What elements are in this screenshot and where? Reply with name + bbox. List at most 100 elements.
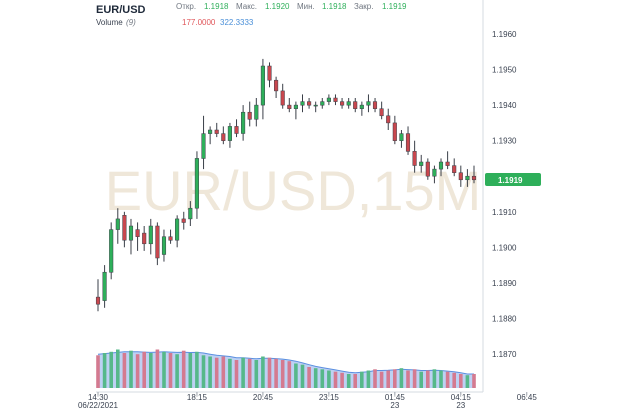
candle-body	[313, 104, 318, 107]
candle-body	[122, 215, 127, 241]
volume-ma-value: 322.3333	[220, 18, 254, 27]
time-tick-sublabel: 23	[390, 401, 399, 410]
last-price-value: 1.1919	[498, 176, 523, 185]
volume-bar	[122, 353, 127, 388]
candle-body	[399, 133, 404, 141]
candle-body	[208, 129, 213, 134]
volume-bar	[102, 353, 107, 388]
volume-bar	[313, 368, 318, 388]
volume-bar	[406, 370, 410, 388]
candle-body	[287, 104, 292, 109]
candle-body	[333, 97, 338, 102]
volume-bar	[439, 370, 443, 388]
volume-bar	[149, 353, 153, 388]
time-tick-sublabel: 23	[456, 401, 465, 410]
volume-bar	[267, 357, 272, 388]
volume-bar	[320, 369, 325, 388]
volume-bar	[168, 353, 173, 388]
price-tick-label: 1.1940	[492, 101, 517, 110]
volume-bar	[129, 350, 133, 388]
last-price-tag-bg	[485, 173, 541, 186]
volume-bar	[274, 358, 278, 388]
volume-bar	[399, 368, 404, 388]
volume-bar	[241, 357, 245, 388]
candle-body	[135, 229, 140, 237]
price-tick-label: 1.1960	[492, 30, 517, 39]
volume-bar	[340, 372, 344, 388]
candle-body	[254, 104, 259, 120]
volume-bar	[247, 358, 252, 388]
volume-bar	[432, 369, 437, 388]
candle-body	[188, 207, 193, 220]
volume-bar	[386, 370, 390, 388]
volume-bar	[294, 363, 298, 388]
volume-bar	[234, 360, 239, 388]
high-value: 1.1920	[265, 2, 290, 11]
candle-body	[465, 175, 470, 181]
candle-body	[471, 175, 477, 181]
candle-body	[293, 104, 298, 109]
candle-body	[280, 90, 285, 106]
candle-body	[260, 65, 265, 106]
volume-bar	[175, 354, 179, 388]
candle-body	[379, 108, 384, 117]
candle-body	[340, 101, 345, 106]
low-value: 1.1918	[322, 2, 347, 11]
volume-bar	[465, 375, 470, 388]
candle-body	[452, 165, 457, 173]
candle-body	[148, 225, 153, 245]
volume-bar	[393, 369, 397, 388]
price-axis: 1.19601.19501.19401.19301.19201.19101.19…	[492, 30, 517, 359]
time-tick-label: 18:15	[187, 393, 208, 402]
price-tick-label: 1.1880	[492, 314, 517, 323]
volume-pane	[96, 349, 476, 388]
candle-body	[161, 236, 167, 255]
candle-body	[128, 225, 134, 241]
candle-body	[241, 111, 246, 134]
candle-body	[386, 115, 391, 124]
volume-bar	[459, 374, 463, 388]
close-label: Закр.	[354, 2, 373, 11]
volume-bar	[280, 360, 285, 388]
volume-bar	[181, 350, 186, 388]
time-tick-label: 20:45	[253, 393, 274, 402]
candle-body	[438, 161, 444, 170]
volume-bar	[162, 351, 166, 388]
candle-body	[353, 101, 358, 109]
volume-bar	[426, 370, 430, 388]
volume-bar	[360, 371, 364, 388]
candle-body	[419, 161, 424, 166]
volume-bar	[116, 349, 120, 388]
volume-bar	[254, 360, 259, 388]
candle-body	[366, 101, 371, 106]
candle-body	[267, 65, 272, 81]
volume-bar	[412, 369, 417, 388]
volume-bar	[366, 370, 371, 388]
candle-body	[181, 218, 186, 223]
volume-period: (9)	[126, 18, 136, 27]
price-tick-label: 1.1950	[492, 66, 517, 75]
volume-bar	[379, 371, 384, 388]
candles-group	[95, 58, 477, 312]
candle-body	[109, 229, 114, 273]
candle-body	[227, 126, 232, 141]
candle-body	[201, 133, 206, 159]
candle-body	[359, 104, 364, 109]
candle-body	[405, 133, 411, 152]
candle-body	[458, 172, 463, 181]
time-tick-label: 14:30	[88, 393, 109, 402]
candle-body	[300, 101, 305, 106]
candle-body	[95, 296, 101, 305]
volume-bar	[333, 371, 338, 388]
last-price-tag: 1.1919	[485, 173, 541, 186]
open-label: Откр.	[176, 2, 196, 11]
candle-body	[326, 97, 331, 102]
candle-body	[432, 168, 437, 177]
candle-body	[175, 218, 180, 241]
candle-body	[234, 126, 239, 134]
price-tick-label: 1.1910	[492, 208, 517, 217]
low-label: Мин.	[297, 2, 315, 11]
price-tick-label: 1.1870	[492, 350, 517, 359]
volume-bar	[261, 356, 265, 388]
